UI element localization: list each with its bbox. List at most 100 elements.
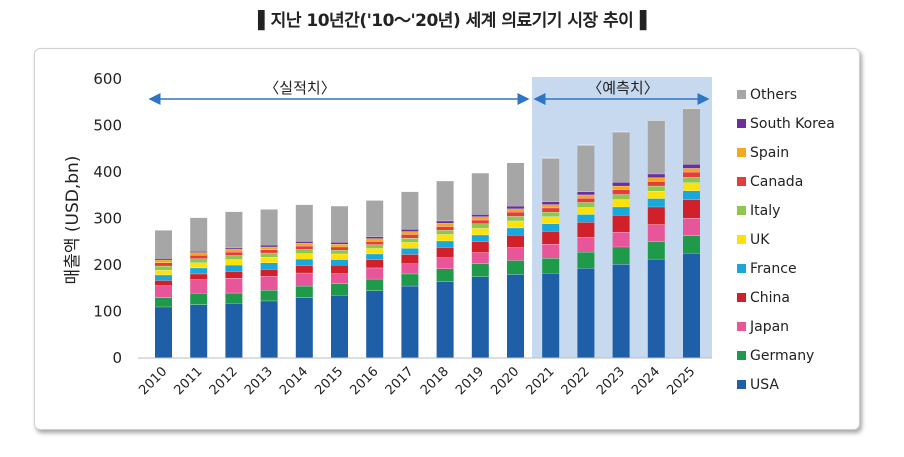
bar-segment-japan-2013 bbox=[260, 276, 278, 291]
x-tick-label: 2023 bbox=[594, 364, 628, 398]
bar-segment-others-2024 bbox=[647, 120, 665, 174]
bar-segment-china-2024 bbox=[647, 206, 665, 225]
bar-segment-usa-2012 bbox=[225, 303, 243, 358]
bar-segment-canada-2010 bbox=[155, 262, 172, 266]
bar-segment-spain-2013 bbox=[260, 246, 278, 250]
bar-segment-italy-2016 bbox=[366, 244, 384, 249]
y-tick-label: 200 bbox=[93, 256, 122, 274]
bar-segment-usa-2010 bbox=[155, 306, 172, 358]
bar-segment-usa-2025 bbox=[683, 253, 700, 358]
bar-segment-germany-2012 bbox=[225, 292, 243, 304]
y-tick-label: 500 bbox=[93, 117, 122, 135]
legend-label-germany: Germany bbox=[750, 348, 814, 364]
bar-segment-china-2014 bbox=[295, 265, 313, 273]
bar-segment-china-2017 bbox=[401, 254, 419, 264]
legend-label-others: Others bbox=[750, 87, 797, 103]
bar-segment-south-korea-2023 bbox=[612, 182, 630, 186]
bar-segment-uk-2015 bbox=[331, 253, 348, 260]
bar-segment-germany-2013 bbox=[260, 290, 278, 301]
bar-segment-china-2020 bbox=[507, 235, 524, 248]
x-tick-label: 2024 bbox=[629, 364, 663, 398]
bar-segment-japan-2016 bbox=[366, 267, 384, 279]
bar-segment-italy-2011 bbox=[190, 258, 208, 263]
bar-segment-china-2015 bbox=[331, 265, 348, 274]
bar-segment-usa-2011 bbox=[190, 304, 208, 358]
bar-segment-italy-2024 bbox=[647, 185, 665, 192]
bar-segment-japan-2024 bbox=[647, 224, 665, 242]
bar-segment-france-2012 bbox=[225, 265, 243, 272]
bar-segment-italy-2010 bbox=[155, 265, 172, 271]
bar-segment-italy-2022 bbox=[577, 202, 595, 208]
bar-segment-japan-2012 bbox=[225, 278, 243, 293]
legend-swatch-italy bbox=[737, 206, 746, 215]
bar-segment-uk-2018 bbox=[436, 234, 454, 241]
bar-segment-uk-2022 bbox=[577, 207, 595, 215]
bar-segment-uk-2021 bbox=[542, 216, 560, 224]
bar-segment-uk-2012 bbox=[225, 259, 243, 265]
bar-segment-germany-2011 bbox=[190, 293, 208, 305]
bar-segment-uk-2014 bbox=[295, 253, 313, 259]
bar-segment-uk-2025 bbox=[683, 182, 700, 191]
bar-segment-spain-2022 bbox=[577, 194, 595, 199]
bar-segment-canada-2018 bbox=[436, 226, 454, 231]
bar-segment-usa-2019 bbox=[471, 276, 489, 358]
bar-segment-china-2018 bbox=[436, 247, 454, 258]
bar-segment-spain-2017 bbox=[401, 231, 419, 235]
bar-segment-france-2023 bbox=[612, 206, 630, 216]
bar-segment-japan-2010 bbox=[155, 285, 172, 298]
bar-segment-canada-2017 bbox=[401, 234, 419, 239]
legend-label-uk: UK bbox=[750, 232, 770, 248]
bar-segment-germany-2016 bbox=[366, 278, 384, 291]
legend-label-spain: Spain bbox=[750, 145, 789, 161]
bar-segment-canada-2023 bbox=[612, 189, 630, 195]
bar-segment-usa-2021 bbox=[542, 273, 560, 358]
x-tick-label: 2011 bbox=[172, 364, 206, 398]
bar-segment-others-2016 bbox=[366, 200, 384, 237]
bar-segment-china-2016 bbox=[366, 259, 384, 268]
bar-segment-germany-2015 bbox=[331, 283, 348, 296]
legend-swatch-spain bbox=[737, 148, 746, 157]
bar-segment-japan-2022 bbox=[577, 237, 595, 252]
legend-label-italy: Italy bbox=[750, 203, 780, 219]
bar-segment-france-2021 bbox=[542, 223, 560, 232]
bar-segment-spain-2024 bbox=[647, 177, 665, 182]
forecast-period-label: 〈예측치〉 bbox=[587, 79, 658, 97]
legend-swatch-usa bbox=[737, 380, 746, 389]
bar-segment-others-2012 bbox=[225, 211, 243, 248]
legend-swatch-japan bbox=[737, 322, 746, 331]
bar-segment-japan-2017 bbox=[401, 263, 419, 274]
legend-swatch-china bbox=[737, 293, 746, 302]
bar-segment-usa-2023 bbox=[612, 264, 630, 358]
bar-segment-france-2016 bbox=[366, 253, 384, 260]
bar-segment-france-2020 bbox=[507, 227, 524, 236]
bar-segment-uk-2019 bbox=[471, 228, 489, 235]
bar-segment-uk-2010 bbox=[155, 270, 172, 275]
bar-segment-usa-2015 bbox=[331, 295, 348, 358]
legend-label-south-korea: South Korea bbox=[750, 116, 835, 132]
bar-segment-japan-2020 bbox=[507, 247, 524, 261]
bar-segment-china-2022 bbox=[577, 222, 595, 238]
bar-segment-others-2018 bbox=[436, 180, 454, 221]
legend-swatch-uk bbox=[737, 235, 746, 244]
bar-segment-uk-2020 bbox=[507, 220, 524, 228]
bar-segment-south-korea-2024 bbox=[647, 173, 665, 178]
bar-segment-canada-2016 bbox=[366, 241, 384, 245]
bar-segment-germany-2024 bbox=[647, 241, 665, 259]
bar-segment-spain-2023 bbox=[612, 185, 630, 190]
legend-swatch-south-korea bbox=[737, 119, 746, 128]
bar-segment-spain-2011 bbox=[190, 252, 208, 256]
bar-segment-france-2019 bbox=[471, 234, 489, 242]
bar-segment-spain-2019 bbox=[471, 216, 489, 220]
bar-segment-canada-2011 bbox=[190, 255, 208, 259]
x-tick-label: 2016 bbox=[348, 364, 382, 398]
y-axis-label: 매출액 (USD,bn) bbox=[63, 156, 83, 285]
bar-segment-france-2015 bbox=[331, 259, 348, 265]
bar-segment-france-2013 bbox=[260, 262, 278, 270]
bar-segment-uk-2023 bbox=[612, 199, 630, 207]
bar-segment-italy-2013 bbox=[260, 252, 278, 258]
bar-segment-south-korea-2022 bbox=[577, 191, 595, 195]
bar-segment-canada-2022 bbox=[577, 198, 595, 203]
bar-segment-china-2011 bbox=[190, 273, 208, 280]
x-axis-ticks: 2010 2011 2012 2013 2014 2015 2016 2017 2018 2019… bbox=[136, 364, 698, 398]
